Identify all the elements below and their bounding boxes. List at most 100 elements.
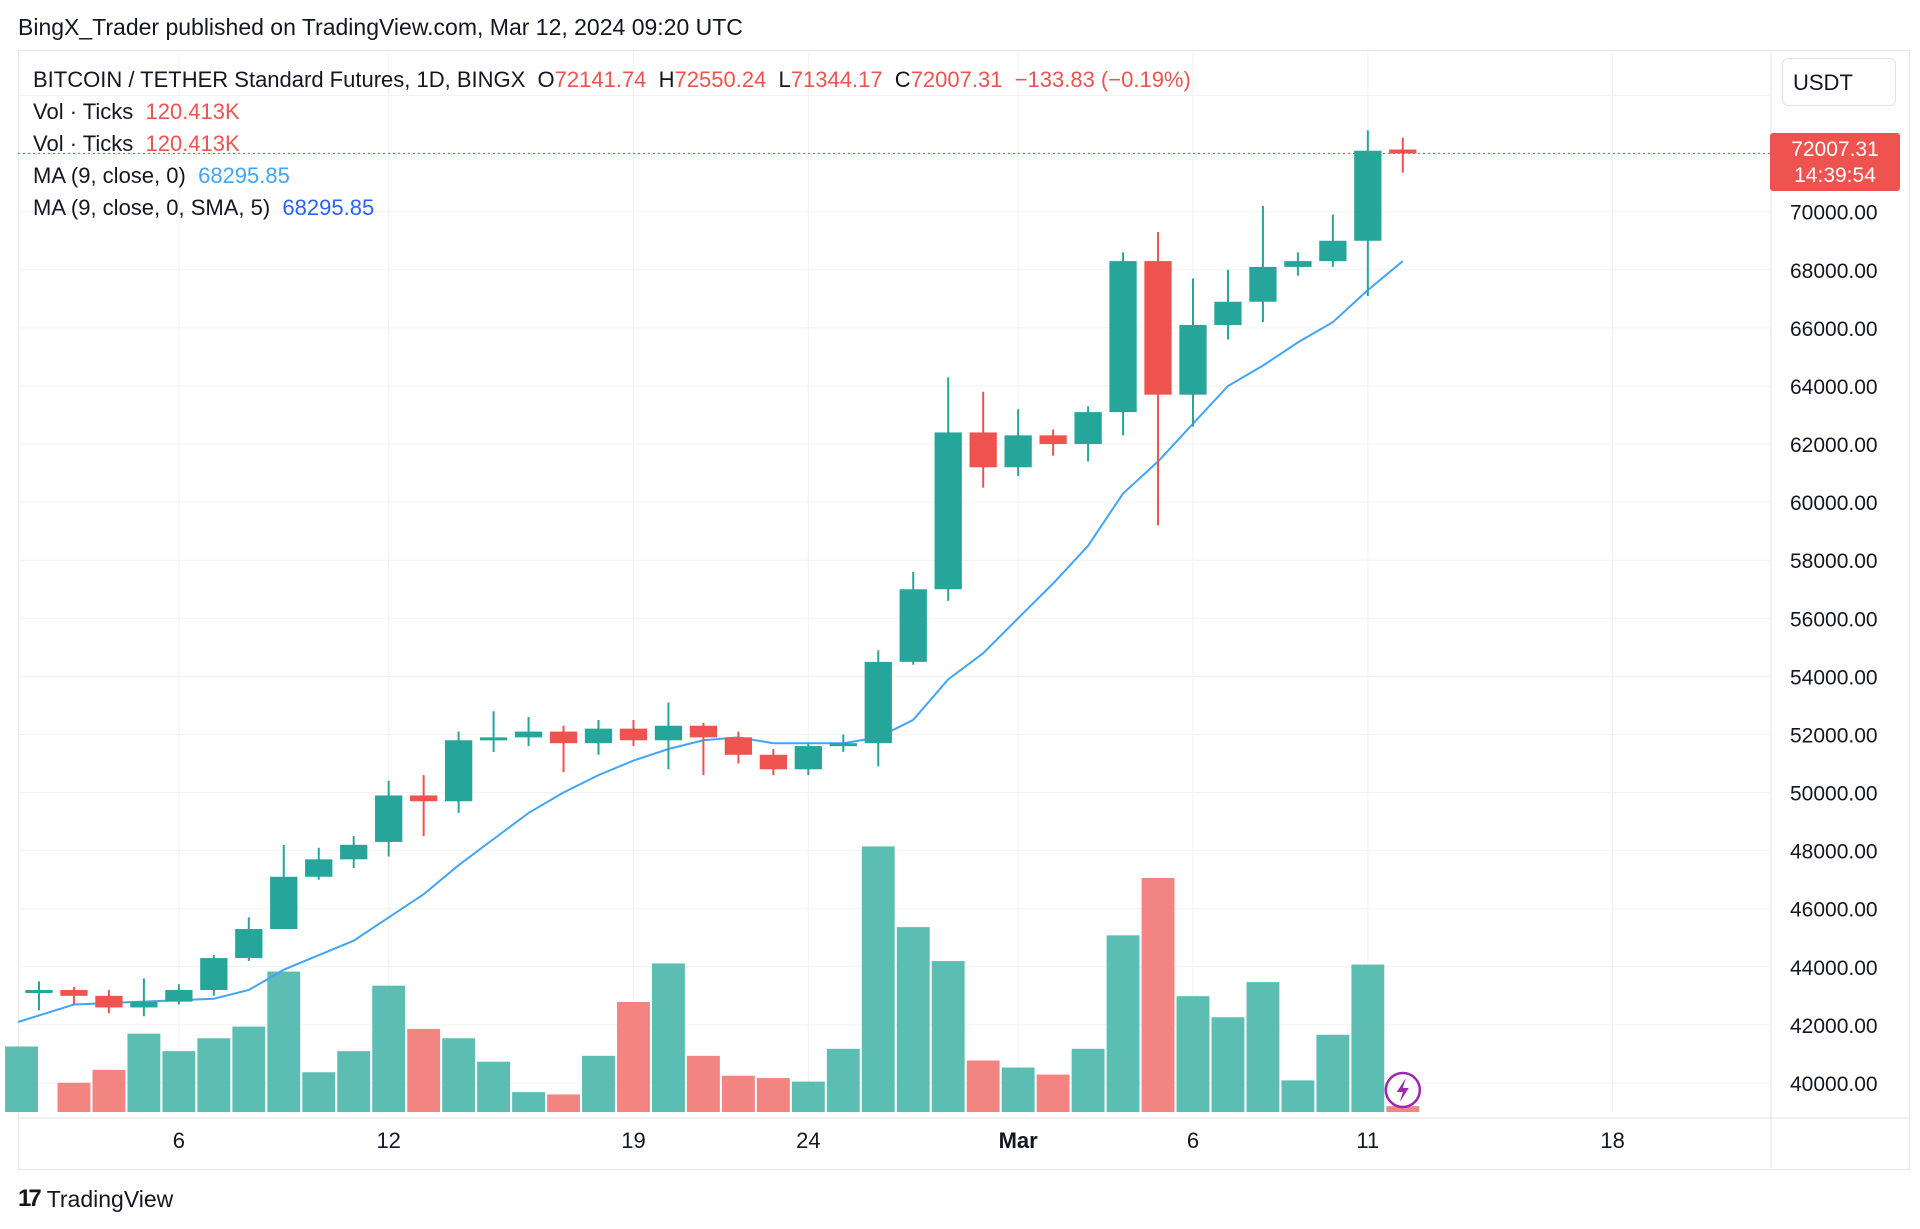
candle-body (1109, 261, 1137, 413)
candle-body (1284, 261, 1312, 267)
candle-body (444, 740, 473, 802)
legend-ma-1[interactable]: MA (9, close, 0) 68295.85 (33, 160, 1191, 192)
y-tick-label: 56000.00 (1790, 608, 1878, 631)
candle-body (305, 859, 333, 877)
volume-bar (861, 846, 895, 1112)
volume-bar (1141, 878, 1175, 1112)
volume-layer (5, 846, 1420, 1112)
volume-bar (5, 1046, 38, 1112)
candle-body (829, 743, 857, 747)
candle-body (724, 737, 753, 755)
candle-body (899, 589, 927, 662)
low-label: L (778, 67, 791, 92)
volume-bar (652, 963, 685, 1112)
high-value: 72550.24 (674, 67, 767, 92)
volume-1-value: 120.413K (145, 99, 240, 124)
brand-name: TradingView (46, 1185, 174, 1212)
chart-frame[interactable] (18, 50, 1910, 1170)
y-tick-label: 62000.00 (1790, 434, 1878, 457)
volume-bar (896, 927, 930, 1112)
volume-bar (1071, 1048, 1105, 1112)
y-tick-label: 70000.00 (1790, 202, 1878, 225)
candle-body (479, 737, 508, 741)
y-tick-label: 58000.00 (1790, 550, 1878, 573)
volume-bar (1281, 1080, 1315, 1112)
legend-volume-1[interactable]: Vol · Ticks 120.413K (33, 96, 1191, 128)
candle-body (1004, 435, 1032, 468)
candle-body (584, 728, 613, 744)
volume-bar (756, 1078, 790, 1112)
candle-body (759, 754, 787, 770)
candle-body (60, 990, 88, 996)
volume-bar (1036, 1074, 1070, 1112)
legend-symbol[interactable]: BITCOIN / TETHER Standard Futures, 1D, B… (33, 67, 526, 92)
y-tick-label: 42000.00 (1790, 1015, 1878, 1038)
high-label: H (658, 67, 675, 92)
volume-bar (721, 1075, 755, 1112)
ma-2-label: MA (9, close, 0, SMA, 5) (33, 195, 271, 220)
volume-bar (931, 961, 965, 1112)
volume-bar (57, 1082, 91, 1112)
volume-bar (232, 1026, 266, 1112)
close-label: C (894, 67, 911, 92)
candle-body (200, 958, 228, 991)
candle-body (864, 661, 892, 744)
volume-bar (547, 1094, 580, 1112)
volume-bar (1351, 964, 1385, 1112)
volume-bar (197, 1038, 231, 1112)
x-tick-label: 19 (621, 1128, 645, 1153)
legend-ohlc: BITCOIN / TETHER Standard Futures, 1D, B… (33, 64, 1191, 96)
legend-volume-2[interactable]: Vol · Ticks 120.413K (33, 128, 1191, 160)
y-tick-label: 60000.00 (1790, 492, 1878, 515)
candle-body (934, 432, 962, 590)
y-tick-label: 48000.00 (1790, 841, 1878, 864)
y-tick-label: 68000.00 (1790, 260, 1878, 283)
legend-ma-2[interactable]: MA (9, close, 0, SMA, 5) 68295.85 (33, 192, 1191, 224)
tradingview-logo[interactable]: 17 TradingView (18, 1185, 173, 1213)
candle-body (549, 731, 578, 744)
change-value: −133.83 (−0.19%) (1014, 67, 1191, 92)
x-tick-label: 11 (1356, 1128, 1379, 1153)
y-tick-label: 40000.00 (1790, 1073, 1878, 1096)
currency-unit-button[interactable]: USDT (1782, 58, 1896, 106)
candle-body (689, 725, 718, 738)
low-value: 71344.17 (790, 67, 883, 92)
y-tick-label: 54000.00 (1790, 666, 1878, 689)
candle-body (235, 929, 263, 959)
volume-bar (302, 1072, 336, 1112)
volume-bar (1211, 1017, 1245, 1112)
open-label: O (537, 67, 555, 92)
candle-body (619, 728, 648, 741)
volume-bar (1106, 935, 1140, 1112)
volume-bar (791, 1081, 825, 1112)
candle-body (270, 876, 298, 930)
candle-body (165, 990, 193, 1002)
y-tick-label: 52000.00 (1790, 724, 1878, 747)
volume-bar (1176, 996, 1210, 1112)
candle-body (1354, 150, 1382, 241)
volume-bar (267, 971, 301, 1112)
candle-body (1039, 435, 1067, 445)
volume-1-label: Vol · Ticks (33, 99, 134, 124)
x-tick-label: 6 (1187, 1128, 1199, 1153)
candle-body (1389, 149, 1417, 154)
candle-body (1249, 266, 1277, 302)
candle-body (514, 731, 543, 738)
volume-bar (826, 1048, 860, 1112)
ma-1-label: MA (9, close, 0) (33, 163, 186, 188)
candle-body (25, 990, 53, 994)
lightning-glyph (1396, 1078, 1409, 1102)
candle-body (654, 725, 683, 741)
bar-countdown: 14:39:54 (1794, 164, 1876, 188)
volume-bar (407, 1028, 441, 1112)
y-tick-label: 50000.00 (1790, 783, 1878, 806)
candle-body (794, 746, 822, 770)
candle-layer (25, 130, 1417, 1017)
x-tick-label: Mar (999, 1128, 1039, 1153)
volume-bar (477, 1061, 511, 1112)
candle-body (95, 995, 123, 1008)
y-tick-label: 66000.00 (1790, 318, 1878, 341)
volume-bar (1001, 1067, 1035, 1112)
volume-bar (1386, 1106, 1420, 1112)
